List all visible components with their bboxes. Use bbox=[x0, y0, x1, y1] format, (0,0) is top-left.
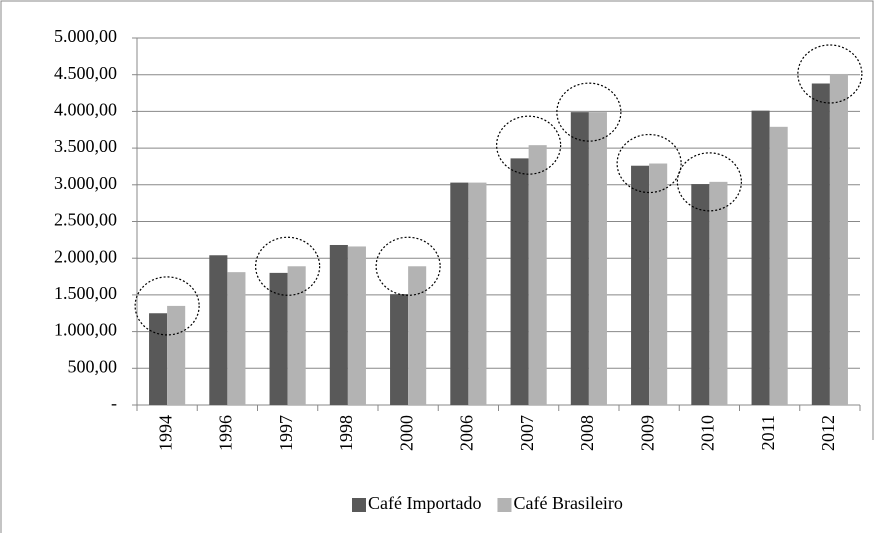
bar bbox=[811, 83, 830, 406]
x-tick-label: 2008 bbox=[577, 415, 597, 451]
y-tick-label: 4.500,00 bbox=[54, 63, 117, 83]
bar bbox=[468, 182, 487, 405]
y-tick-label: 2.000,00 bbox=[54, 246, 117, 266]
highlight-circle bbox=[556, 82, 622, 142]
y-tick-label: 3.500,00 bbox=[54, 136, 117, 156]
x-tick-label: 2010 bbox=[698, 415, 718, 451]
x-tick-label: 2007 bbox=[517, 415, 537, 451]
bar bbox=[149, 313, 168, 405]
y-tick-label: 4.000,00 bbox=[54, 100, 117, 120]
bar bbox=[167, 305, 186, 405]
y-tick-label: 1.500,00 bbox=[54, 283, 117, 303]
y-tick-label: 3.000,00 bbox=[54, 173, 117, 193]
bar bbox=[528, 145, 547, 405]
highlight-circle bbox=[496, 115, 562, 175]
x-tick-label: 1994 bbox=[155, 415, 175, 451]
x-tick-label: 1998 bbox=[336, 415, 356, 451]
x-tick-label: 1997 bbox=[276, 415, 296, 451]
highlight-circle bbox=[255, 236, 321, 296]
bar bbox=[390, 294, 409, 405]
bar bbox=[829, 73, 848, 405]
bar bbox=[510, 158, 529, 405]
y-tick-label: - bbox=[111, 393, 117, 413]
x-tick-label: 2012 bbox=[818, 415, 838, 451]
bar bbox=[769, 126, 788, 406]
y-tick-label: 2.500,00 bbox=[54, 210, 117, 230]
bar bbox=[631, 165, 650, 405]
bar bbox=[329, 244, 348, 405]
legend-swatch bbox=[497, 498, 512, 512]
y-tick-label: 5.000,00 bbox=[54, 26, 117, 46]
highlight-circle bbox=[134, 276, 200, 336]
bar bbox=[227, 272, 246, 405]
x-tick-label: 1996 bbox=[216, 415, 236, 451]
x-tick-label: 2009 bbox=[637, 415, 657, 451]
legend-label: Café Brasileiro bbox=[513, 493, 622, 513]
bar bbox=[570, 112, 589, 405]
highlight-circle bbox=[616, 133, 682, 194]
highlight-circle bbox=[375, 236, 441, 296]
highlight-circle bbox=[676, 152, 742, 212]
x-tick-label: 2000 bbox=[396, 415, 416, 451]
y-tick-label: 1.000,00 bbox=[54, 320, 117, 340]
bar bbox=[691, 184, 710, 405]
x-tick-label: 2011 bbox=[758, 415, 778, 450]
bar bbox=[408, 266, 427, 405]
bar bbox=[269, 272, 288, 405]
bar bbox=[751, 110, 770, 405]
bar bbox=[709, 181, 728, 405]
x-tick-label: 2006 bbox=[457, 415, 477, 451]
y-tick-label: 500,00 bbox=[68, 356, 118, 376]
bar bbox=[588, 112, 607, 405]
bar bbox=[649, 163, 668, 405]
bar bbox=[450, 182, 469, 405]
bar bbox=[287, 266, 306, 405]
legend-swatch bbox=[352, 498, 366, 512]
highlight-circle bbox=[797, 44, 863, 104]
bar bbox=[209, 255, 228, 405]
bar bbox=[347, 246, 366, 405]
legend-label: Café Importado bbox=[368, 493, 481, 513]
